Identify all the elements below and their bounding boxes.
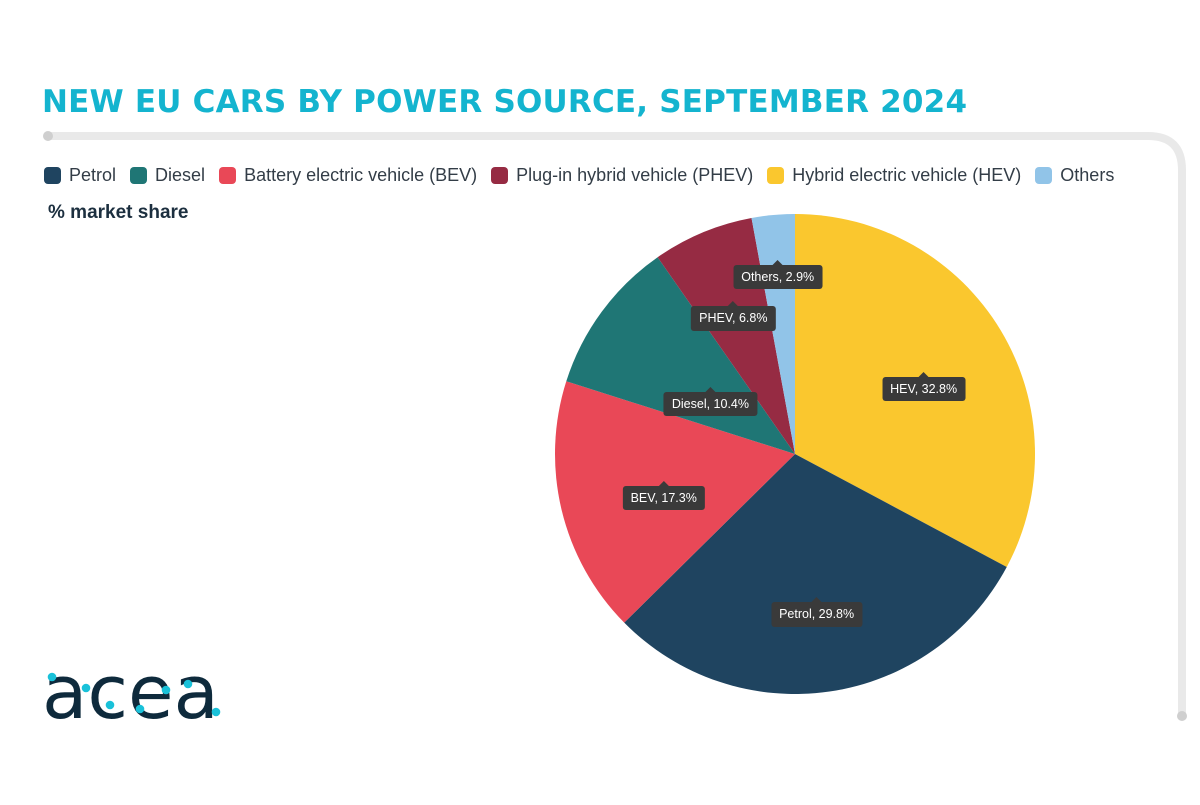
legend-item: Diesel [130,165,205,186]
legend-swatch [1035,167,1053,184]
pie-label-petrol: Petrol, 29.8% [771,602,863,627]
logo-text: acea [42,652,219,732]
legend-item: Plug-in hybrid vehicle (PHEV) [491,165,753,186]
legend-swatch [130,167,148,184]
legend-swatch [44,167,61,184]
frame-start-dot [43,131,53,141]
page-title: NEW EU CARS BY POWER SOURCE, SEPTEMBER 2… [42,84,968,120]
legend-label: Diesel [155,165,206,185]
legend-swatch [767,167,785,184]
legend-label: Petrol [69,165,117,185]
chart-subtitle: % market share [48,202,189,223]
pie-slice-petrol[interactable] [624,454,1007,694]
legend-label: Battery electric vehicle (BEV) [244,165,478,185]
pie-label-others: Others, 2.9% [733,264,823,290]
legend-label: Hybrid electric vehicle (HEV) [792,165,1022,185]
frame-end-dot [1177,711,1187,721]
chart-legend: Petrol Diesel Battery electric vehicle (BE… [44,165,1114,186]
acea-logo: acea [42,650,242,737]
pie-label-bev: BEV, 17.3% [622,485,705,510]
legend-item: Petrol [44,165,116,186]
legend-swatch [219,167,237,184]
legend-swatch [491,167,509,184]
pie-label-diesel: Diesel, 10.4% [663,391,757,417]
legend-label: Others [1060,165,1115,185]
legend-label: Plug-in hybrid vehicle (PHEV) [516,165,754,185]
legend-item: Hybrid electric vehicle (HEV) [767,165,1021,186]
pie-label-phev: PHEV, 6.8% [691,306,776,331]
legend-item: Battery electric vehicle (BEV) [219,165,477,186]
legend-item: Others [1035,165,1114,186]
pie-label-hev: HEV, 32.8% [882,376,966,402]
